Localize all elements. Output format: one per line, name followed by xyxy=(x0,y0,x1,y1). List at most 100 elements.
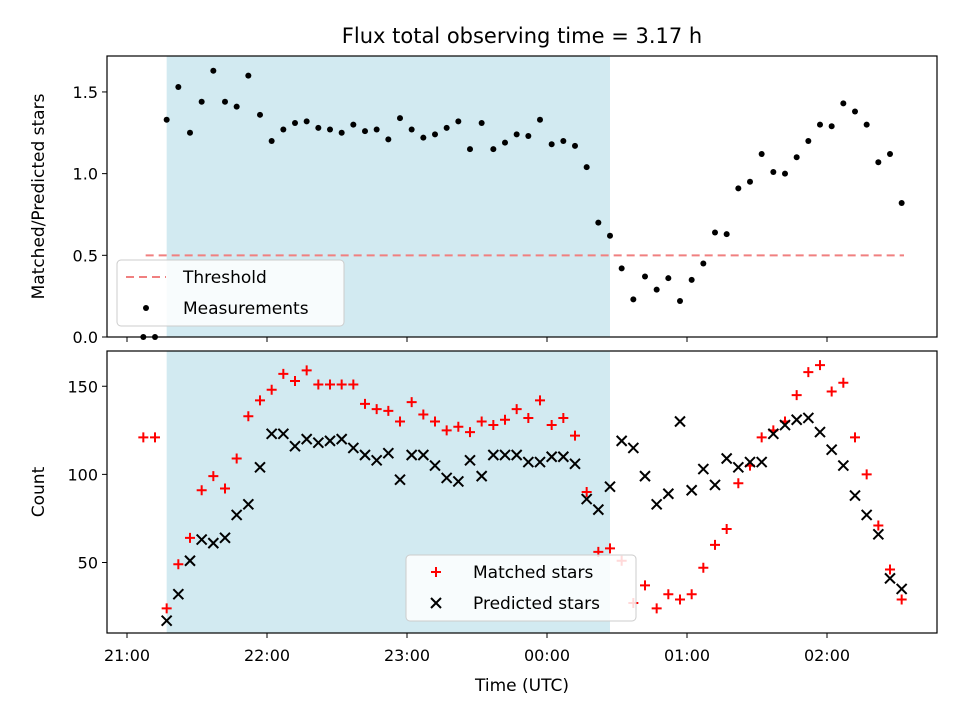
predicted-star-point xyxy=(289,440,301,452)
measurement-point xyxy=(257,111,263,118)
predicted-star-point xyxy=(417,449,430,461)
matched-star-point xyxy=(383,405,394,416)
x-tick-label: 01:00 xyxy=(664,646,710,665)
predicted-star-point xyxy=(662,488,675,500)
y-axis-label: Count xyxy=(29,466,49,517)
predicted-star-point xyxy=(755,456,768,468)
legend-measurement-swatch xyxy=(143,305,149,311)
predicted-star-point xyxy=(499,449,511,461)
measurement-point xyxy=(467,146,473,153)
predicted-star-point xyxy=(464,454,476,466)
predicted-star-point xyxy=(475,470,488,482)
matched-star-point xyxy=(453,421,464,432)
measurement-point xyxy=(898,200,905,207)
predicted-star-point xyxy=(790,414,803,426)
legend-predicted-label: Predicted stars xyxy=(473,594,600,614)
measurement-point xyxy=(852,108,858,115)
matched-star-point xyxy=(406,397,417,408)
legend-top: Threshold Measurements xyxy=(116,259,345,327)
measurement-point xyxy=(338,129,345,136)
measurement-point xyxy=(478,119,485,126)
matched-star-point xyxy=(325,379,335,390)
matched-star-point xyxy=(395,416,405,427)
predicted-star-point xyxy=(324,435,336,447)
matched-star-point xyxy=(826,386,837,397)
measurement-point xyxy=(198,98,205,105)
matched-star-point xyxy=(710,539,720,550)
measurement-point xyxy=(163,116,170,123)
predicted-star-point xyxy=(627,442,640,454)
measurement-point xyxy=(607,232,613,239)
matched-star-point xyxy=(686,589,697,600)
y-tick-label: 1.5 xyxy=(73,83,98,102)
measurement-point xyxy=(583,164,590,171)
y-tick-label: 0.0 xyxy=(73,328,98,347)
y-tick-label: 1.0 xyxy=(73,165,98,184)
matched-star-point xyxy=(885,564,895,575)
predicted-star-point xyxy=(674,415,686,428)
matched-star-point xyxy=(640,580,650,591)
predicted-star-point xyxy=(277,428,290,440)
measurement-point xyxy=(350,121,357,128)
predicted-star-point xyxy=(394,473,406,486)
matched-star-point xyxy=(500,414,510,425)
measurement-point xyxy=(315,124,322,131)
matched-star-point xyxy=(523,412,534,423)
predicted-star-point xyxy=(242,498,255,511)
matched-star-point xyxy=(220,483,230,494)
legend-predicted-swatch xyxy=(430,597,442,609)
matched-star-point xyxy=(733,478,744,489)
measurement-point xyxy=(537,116,543,123)
matched-star-point xyxy=(418,409,429,420)
legend-threshold-label: Threshold xyxy=(182,268,267,288)
matched-star-point xyxy=(278,368,289,379)
matched-star-point xyxy=(570,430,580,441)
legend-measurement-label: Measurements xyxy=(183,299,309,319)
matched-star-point xyxy=(441,425,452,436)
measurement-point xyxy=(782,170,788,177)
measurement-point xyxy=(793,154,800,161)
predicted-star-point xyxy=(545,451,558,463)
matched-star-point xyxy=(430,416,440,427)
matched-star-point xyxy=(208,471,219,482)
matched-star-point xyxy=(336,379,347,390)
measurement-point xyxy=(397,115,403,122)
predicted-star-point xyxy=(335,433,348,445)
matched-star-point xyxy=(488,420,499,431)
measurement-point xyxy=(805,137,812,144)
matched-star-point xyxy=(173,559,184,570)
predicted-star-point xyxy=(405,449,418,461)
matched-star-point xyxy=(815,360,825,371)
matched-star-point xyxy=(290,375,300,386)
measurement-point xyxy=(432,131,438,138)
y-tick-label: 100 xyxy=(67,465,98,484)
matched-star-point xyxy=(348,379,359,390)
matched-star-point xyxy=(605,543,615,554)
predicted-star-point xyxy=(849,489,861,502)
measurement-point xyxy=(817,121,823,128)
predicted-star-point xyxy=(312,436,325,449)
predicted-star-point xyxy=(160,614,173,627)
measurement-point xyxy=(630,296,637,303)
predicted-star-point xyxy=(650,498,663,511)
predicted-star-point xyxy=(172,588,185,600)
y-tick-label: 50 xyxy=(78,554,98,573)
axes-frame xyxy=(106,55,938,338)
predicted-star-point xyxy=(230,509,243,521)
measurement-point xyxy=(677,298,683,305)
predicted-star-point xyxy=(744,456,756,468)
measurement-point xyxy=(420,134,427,141)
measurement-point xyxy=(828,123,835,130)
measurement-point xyxy=(700,260,707,267)
y-tick-label: 0.5 xyxy=(73,246,98,265)
ratio-panel: 0.0 0.5 1.0 1.5 Matched/Predicted stars Thres… xyxy=(29,55,938,347)
matched-star-point xyxy=(465,427,475,438)
predicted-star-point xyxy=(767,428,780,440)
measurement-point xyxy=(863,121,870,128)
predicted-star-point xyxy=(802,412,815,424)
predicted-star-point xyxy=(639,470,651,482)
matched-star-point xyxy=(861,469,872,480)
predicted-star-point xyxy=(872,528,885,541)
matched-star-point xyxy=(138,432,149,443)
matched-star-point xyxy=(185,532,195,543)
